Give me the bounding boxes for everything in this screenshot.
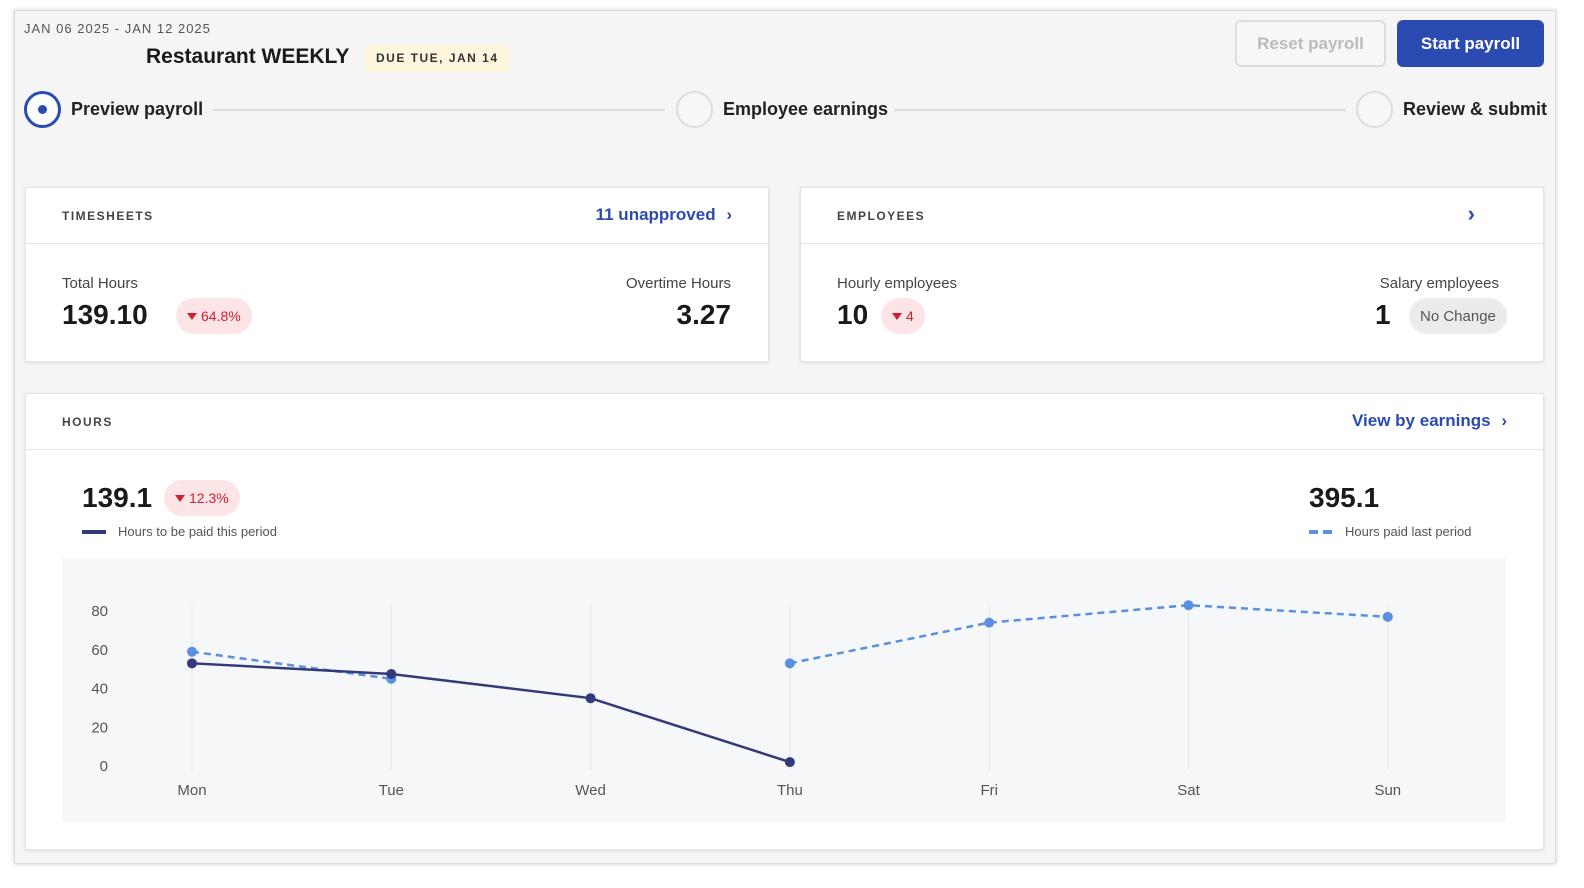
data-point	[984, 617, 995, 628]
data-point	[187, 646, 197, 657]
total-hours-label: Total Hours	[62, 275, 138, 292]
step-connector	[894, 109, 1346, 111]
hours-change-badge: 12.3%	[164, 480, 240, 516]
card-caption: HOURS	[62, 415, 113, 429]
view-by-earnings-link[interactable]: View by earnings ›	[1352, 411, 1507, 430]
timesheets-card: TIMESHEETS 11 unapproved › Total Hours 1…	[25, 187, 769, 362]
overtime-label: Overtime Hours	[625, 275, 731, 292]
employees-card: EMPLOYEES › Hourly employees 10 4 Salary…	[800, 187, 1544, 362]
employees-chevron-right-icon[interactable]: ›	[1467, 201, 1475, 226]
total-hours-change-badge: 64.8%	[176, 298, 252, 334]
hourly-value: 10	[837, 299, 869, 330]
chevron-right-icon: ›	[1501, 411, 1507, 430]
card-caption: TIMESHEETS	[62, 209, 154, 223]
data-point	[1382, 611, 1393, 622]
down-arrow-icon	[175, 494, 185, 502]
unapproved-link[interactable]: 11 unapproved ›	[595, 205, 732, 224]
data-point	[386, 668, 397, 679]
down-arrow-icon	[892, 312, 902, 320]
reset-payroll-button[interactable]: Reset payroll	[1235, 20, 1386, 67]
total-hours-value: 139.10	[62, 299, 148, 330]
hourly-label: Hourly employees	[837, 275, 958, 292]
y-tick-label: 60	[91, 642, 108, 659]
y-tick-label: 20	[91, 719, 108, 736]
y-tick-label: 40	[91, 681, 108, 698]
pay-period: JAN 06 2025 - JAN 12 2025	[24, 21, 211, 36]
series-line	[191, 650, 392, 681]
page-title: Restaurant WEEKLY	[146, 45, 350, 68]
step-active-icon	[24, 91, 61, 128]
data-point	[1183, 600, 1194, 611]
x-tick-label: Fri	[980, 782, 998, 799]
overtime-value: 3.27	[676, 299, 732, 330]
step-label: Review & submit	[1403, 99, 1548, 119]
series-line	[191, 662, 791, 764]
y-tick-label: 0	[100, 758, 108, 775]
step-inactive-icon	[676, 91, 713, 128]
legend-current: Hours to be paid this period	[82, 524, 277, 539]
x-tick-label: Mon	[177, 782, 206, 799]
data-point	[187, 658, 197, 669]
x-tick-label: Sun	[1374, 782, 1401, 799]
data-point	[784, 757, 795, 768]
step-inactive-icon	[1356, 91, 1393, 128]
hourly-change-badge: 4	[881, 298, 925, 334]
step-preview-payroll[interactable]: Preview payroll	[24, 91, 203, 128]
current-hours-value: 139.1	[82, 482, 153, 513]
hours-chart: Mon Tue Wed Thu Fri Sat Sun 0 20 40 60 80	[62, 558, 1506, 822]
chevron-right-icon: ›	[726, 205, 732, 224]
step-review-submit[interactable]: Review & submit	[1356, 91, 1547, 128]
down-arrow-icon	[187, 312, 197, 320]
last-hours-value: 395.1	[1309, 482, 1380, 513]
y-tick-label: 80	[91, 603, 108, 620]
data-point	[585, 693, 596, 704]
series-line	[789, 603, 1388, 665]
x-tick-label: Wed	[575, 782, 606, 799]
step-label: Employee earnings	[723, 99, 889, 119]
step-label: Preview payroll	[71, 99, 204, 119]
salary-value: 1	[1375, 299, 1391, 330]
x-tick-label: Tue	[379, 782, 404, 799]
card-caption: EMPLOYEES	[837, 209, 926, 223]
dashed-line-swatch	[1309, 529, 1333, 534]
due-badge: DUE TUE, JAN 14	[366, 45, 509, 72]
x-tick-label: Thu	[777, 782, 803, 799]
solid-line-swatch	[82, 529, 106, 534]
legend-last: Hours paid last period	[1309, 524, 1471, 539]
start-payroll-button[interactable]: Start payroll	[1397, 20, 1544, 67]
x-tick-label: Sat	[1177, 782, 1200, 799]
salary-change-badge: No Change	[1409, 298, 1507, 334]
step-employee-earnings[interactable]: Employee earnings	[676, 91, 888, 128]
step-connector	[213, 109, 665, 111]
salary-label: Salary employees	[1379, 275, 1499, 292]
data-point	[784, 658, 795, 669]
